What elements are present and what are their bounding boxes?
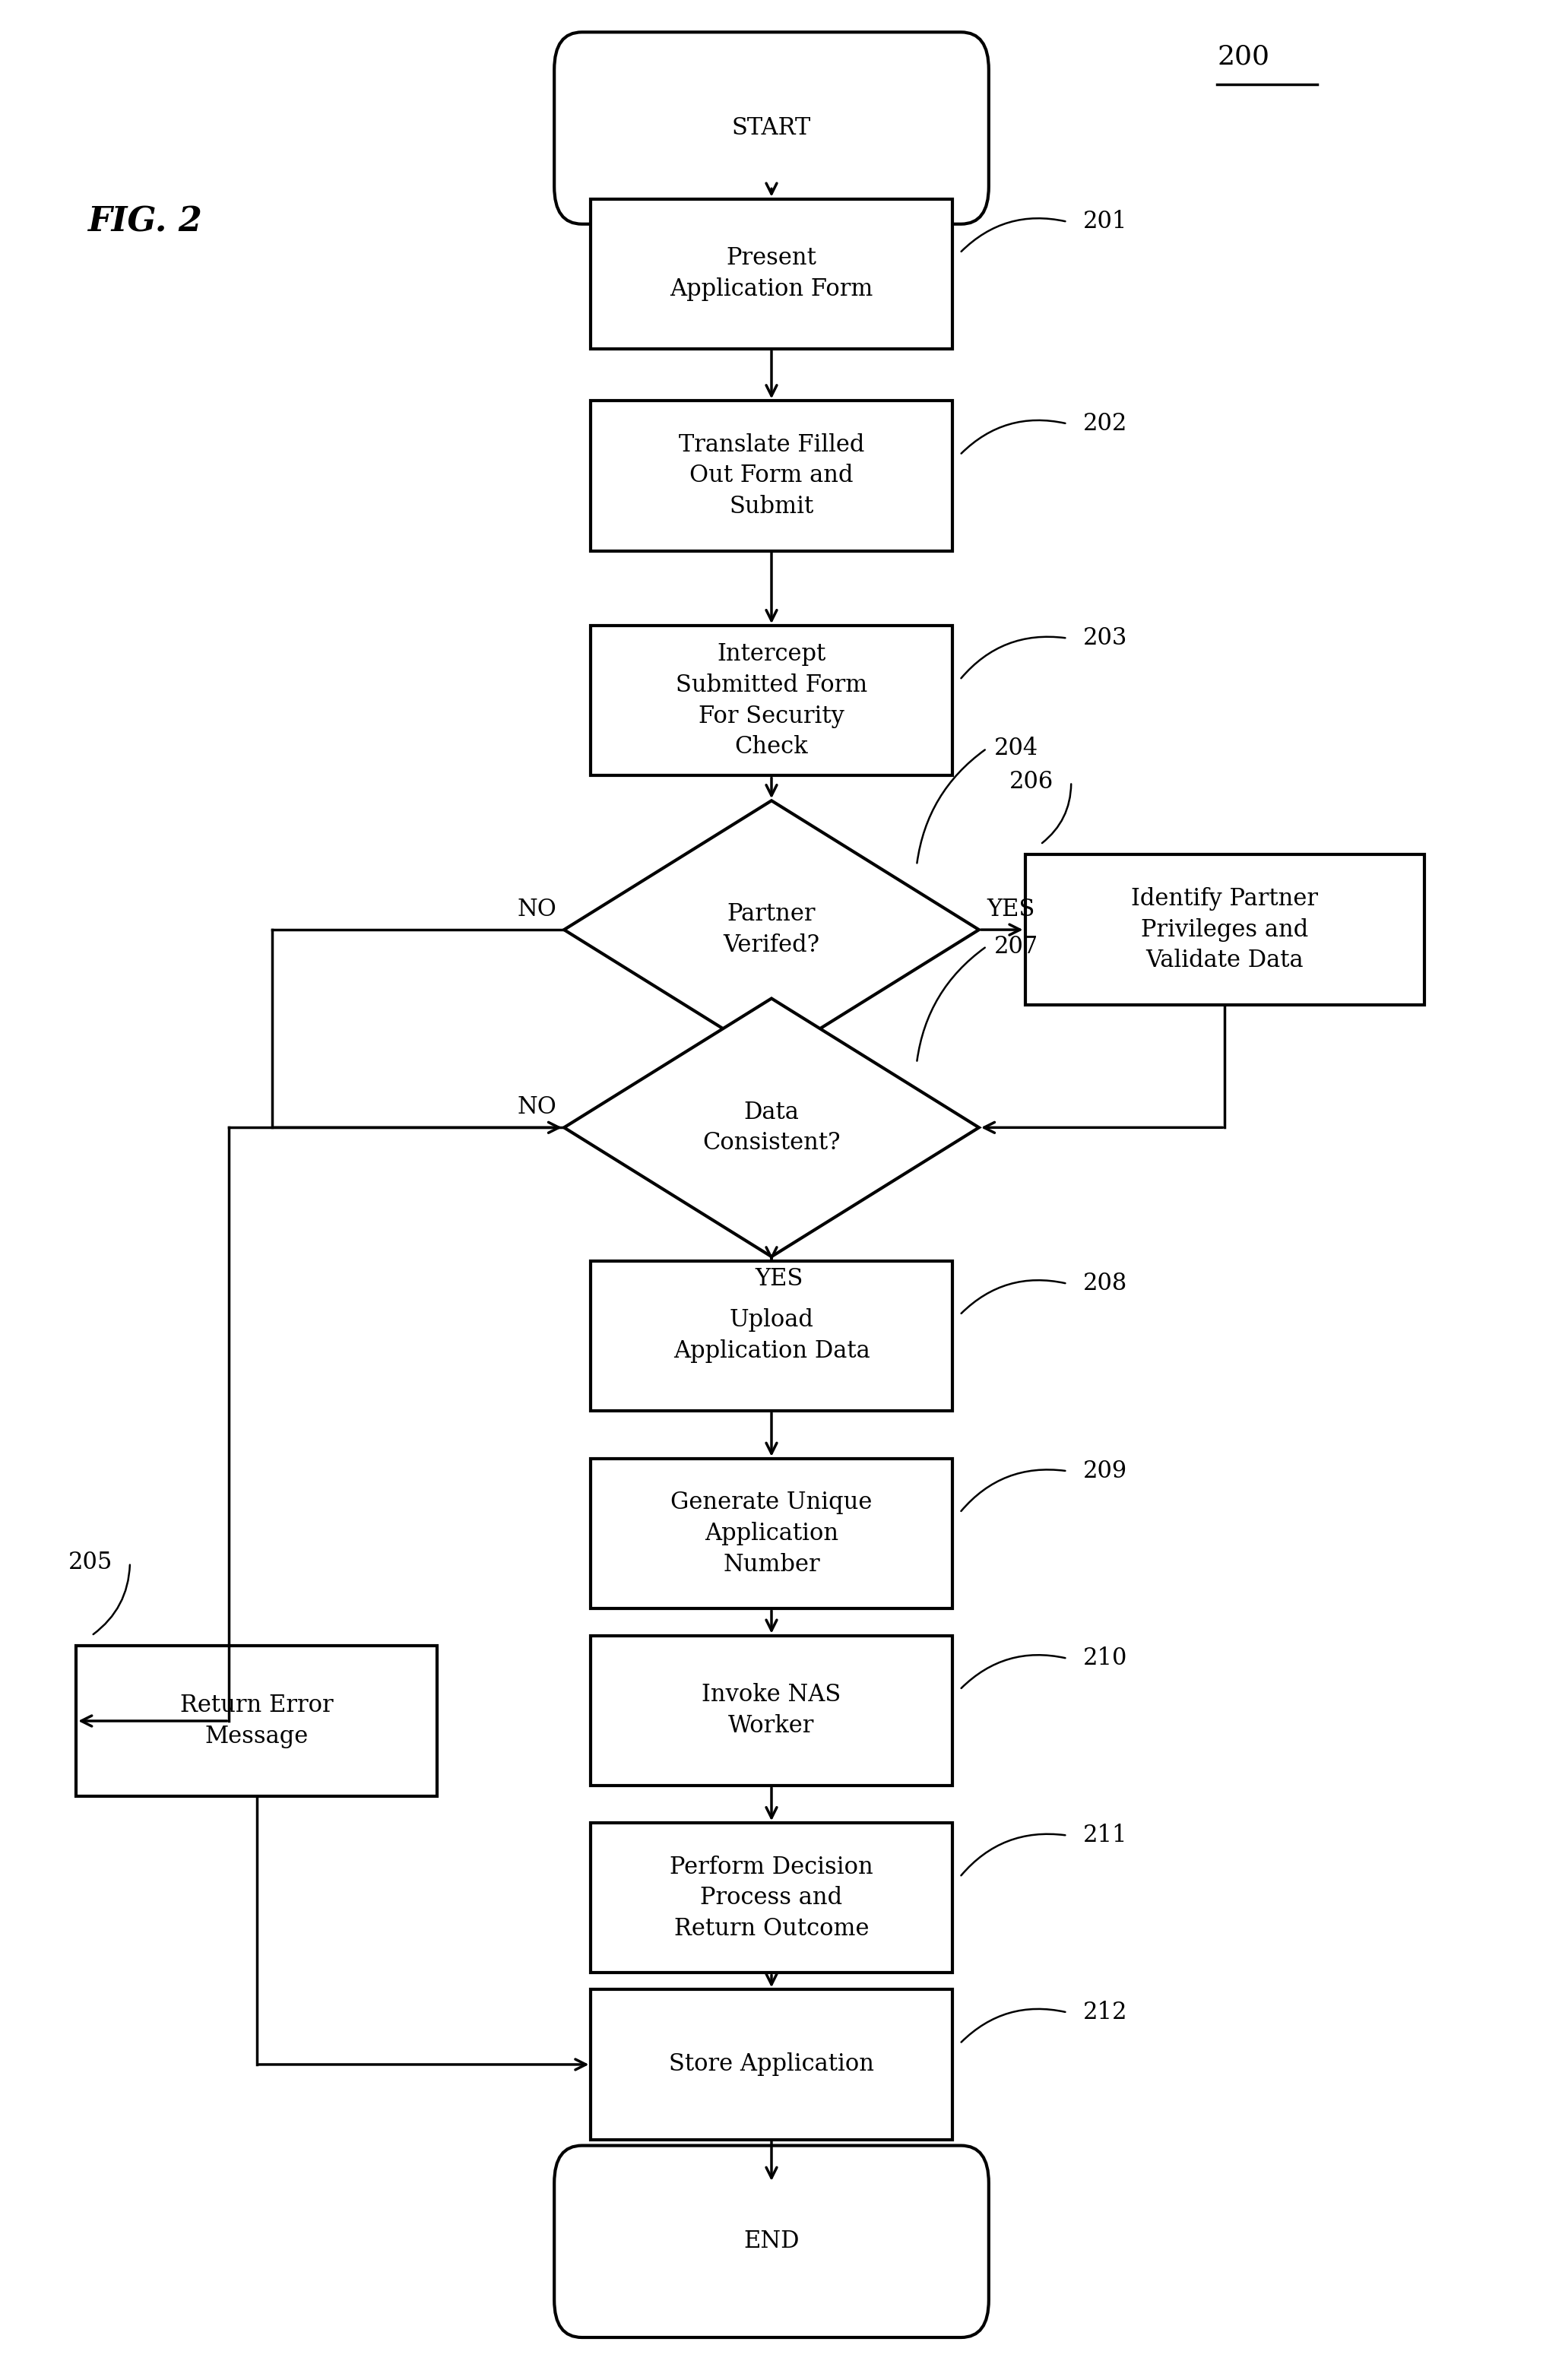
Text: Present
Application Form: Present Application Form: [670, 248, 873, 300]
Text: FIG. 2: FIG. 2: [88, 205, 202, 238]
Bar: [591, 1459, 952, 1609]
Polygon shape: [565, 1000, 978, 1257]
Text: Perform Decision
Process and
Return Outcome: Perform Decision Process and Return Outc…: [670, 1856, 873, 1940]
Text: YES: YES: [755, 1266, 804, 1290]
Bar: [591, 1635, 952, 1785]
Text: 209: 209: [1083, 1459, 1126, 1483]
Bar: [591, 400, 952, 550]
Text: Partner
Verifed?: Partner Verifed?: [724, 902, 819, 957]
Text: Return Error
Message: Return Error Message: [181, 1695, 333, 1749]
FancyBboxPatch shape: [554, 33, 989, 224]
Bar: [591, 1823, 952, 1973]
Text: 211: 211: [1083, 1823, 1126, 1847]
Text: NO: NO: [517, 1095, 557, 1119]
Text: Invoke NAS
Worker: Invoke NAS Worker: [702, 1683, 841, 1737]
Text: 207: 207: [994, 935, 1038, 959]
Text: END: END: [744, 2230, 799, 2254]
Text: 201: 201: [1083, 209, 1126, 233]
Text: NO: NO: [517, 897, 557, 921]
Text: Upload
Application Data: Upload Application Data: [673, 1309, 870, 1364]
Text: Identify Partner
Privileges and
Validate Data: Identify Partner Privileges and Validate…: [1131, 888, 1318, 973]
Bar: [1025, 854, 1424, 1004]
Text: Intercept
Submitted Form
For Security
Check: Intercept Submitted Form For Security Ch…: [676, 643, 867, 759]
Text: START: START: [731, 117, 812, 140]
Text: Translate Filled
Out Form and
Submit: Translate Filled Out Form and Submit: [679, 433, 864, 519]
Bar: [591, 200, 952, 350]
Text: 212: 212: [1083, 2002, 1126, 2025]
FancyBboxPatch shape: [554, 2144, 989, 2337]
Text: 203: 203: [1083, 626, 1126, 650]
Bar: [76, 1647, 437, 1797]
Text: 208: 208: [1083, 1271, 1126, 1295]
Text: 202: 202: [1083, 412, 1126, 436]
Text: YES: YES: [986, 897, 1035, 921]
Text: 206: 206: [1009, 771, 1054, 793]
Bar: [591, 626, 952, 776]
Text: Data
Consistent?: Data Consistent?: [702, 1100, 841, 1154]
Bar: [591, 1990, 952, 2140]
Text: 210: 210: [1083, 1647, 1126, 1671]
Text: 205: 205: [68, 1552, 113, 1576]
Polygon shape: [565, 800, 978, 1059]
Text: Store Application: Store Application: [668, 2052, 875, 2075]
Bar: [591, 1261, 952, 1411]
Text: 200: 200: [1217, 43, 1270, 69]
Text: 204: 204: [994, 738, 1038, 759]
Text: Generate Unique
Application
Number: Generate Unique Application Number: [671, 1490, 872, 1576]
